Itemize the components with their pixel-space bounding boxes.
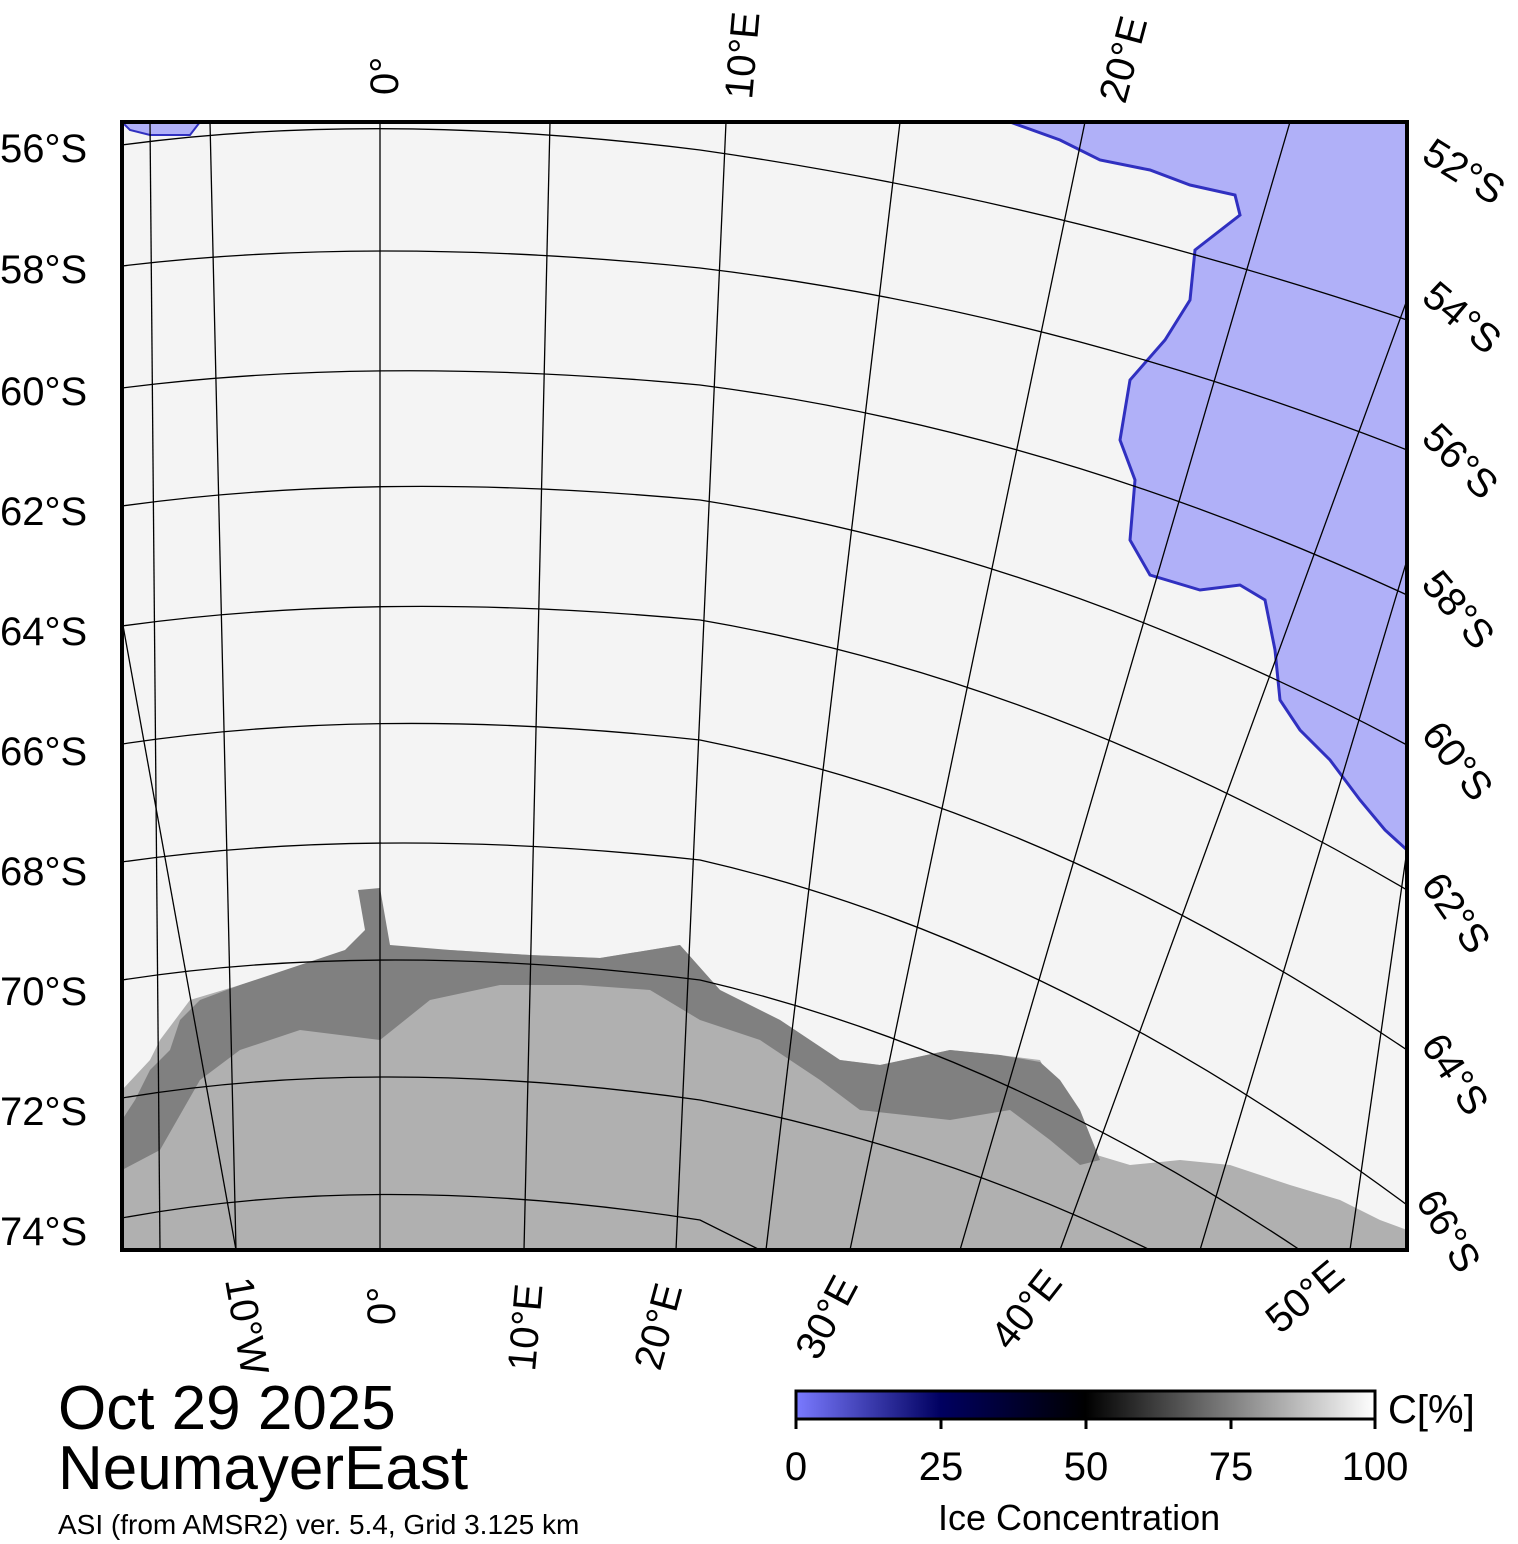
lat-label: 62°S — [0, 490, 87, 534]
lat-label: 66°S — [1407, 1183, 1489, 1280]
colorbar-tick: 100 — [1342, 1445, 1409, 1489]
lon-label: 40°E — [982, 1262, 1070, 1358]
open-ocean — [1009, 122, 1407, 853]
lon-label: 10°E — [500, 1282, 551, 1373]
lon-label: 20°E — [1091, 12, 1156, 108]
lat-label: 70°S — [0, 970, 87, 1014]
lat-label: 58°S — [0, 248, 87, 292]
lat-label: 58°S — [1413, 563, 1503, 658]
lon-label: 50°E — [1258, 1252, 1353, 1342]
map-area — [122, 122, 1407, 1250]
lon-label: 10°E — [717, 10, 768, 101]
meridian-lines — [122, 122, 1407, 1250]
map-frame — [120, 120, 1409, 1252]
lon-label: 0° — [363, 57, 407, 95]
lon-label: 30°E — [787, 1269, 867, 1367]
lat-label: 52°S — [1415, 130, 1512, 214]
lat-label: 60°S — [0, 370, 87, 414]
lat-label: 54°S — [1414, 273, 1509, 363]
lat-label: 60°S — [1413, 713, 1501, 809]
lat-label: 56°S — [0, 127, 87, 171]
right-latitude-labels: 52°S 54°S 56°S 58°S 60°S 62°S 64°S 66°S — [1407, 130, 1512, 1280]
colorbar-title: Ice Concentration — [938, 1497, 1221, 1538]
ice-shelf — [122, 888, 1100, 1170]
lat-label: 64°S — [0, 610, 87, 654]
lat-label: 56°S — [1414, 415, 1507, 508]
lon-label: 10°W — [216, 1274, 276, 1379]
lat-label: 64°S — [1412, 1026, 1496, 1123]
open-water-patch — [122, 122, 202, 136]
lat-label: 72°S — [0, 1090, 87, 1134]
lat-label: 66°S — [0, 730, 87, 774]
colorbar-tick: 75 — [1209, 1445, 1254, 1489]
colorbar-tick: 0 — [785, 1445, 807, 1489]
colorbar-unit: C[%] — [1388, 1388, 1475, 1432]
lat-label: 68°S — [0, 850, 87, 894]
lat-label: 62°S — [1413, 865, 1499, 962]
colorbar-tick: 50 — [1064, 1445, 1109, 1489]
lon-label: 0° — [360, 1287, 404, 1325]
colorbar-tick: 25 — [919, 1445, 964, 1489]
top-longitude-labels: 0° 10°E 20°E — [363, 10, 1156, 107]
lat-label: 74°S — [0, 1210, 87, 1254]
bottom-longitude-labels: 10°W 0° 10°E 20°E 30°E 40°E 50°E — [216, 1252, 1352, 1378]
left-latitude-labels: 56°S 58°S 60°S 62°S 64°S 66°S 68°S 70°S … — [0, 127, 87, 1254]
lon-label: 20°E — [626, 1279, 691, 1375]
latitude-lines — [122, 128, 1407, 1250]
colorbar-gradient — [794, 1389, 1377, 1421]
date-title: Oct 29 2025 — [58, 1374, 396, 1443]
colorbar: C[%] 0 25 50 75 100 — [785, 1388, 1475, 1489]
region-title: NeumayerEast — [58, 1434, 469, 1503]
data-source: ASI (from AMSR2) ver. 5.4, Grid 3.125 km — [58, 1509, 580, 1540]
antarctic-land — [122, 945, 1407, 1250]
